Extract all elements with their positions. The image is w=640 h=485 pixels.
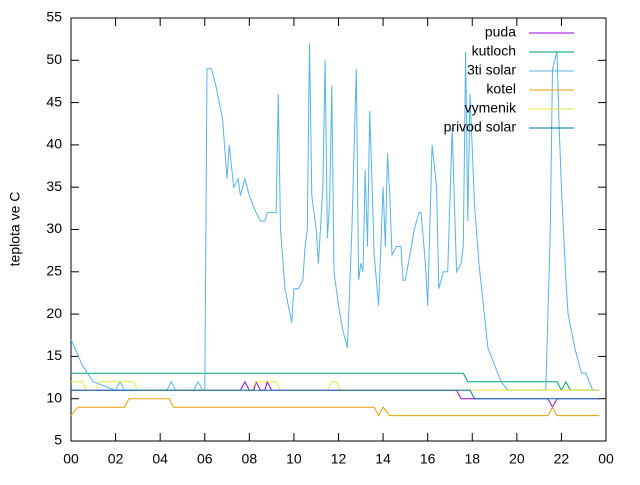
y-tick-label: 5 [54,432,62,448]
x-tick-label: 08 [242,451,258,467]
legend-label: privod solar [444,119,517,135]
x-tick-label: 00 [598,451,614,467]
y-tick-label: 50 [46,51,62,67]
x-tick-label: 10 [286,451,302,467]
y-axis-label: teplota ve C [7,192,23,267]
x-tick-label: 12 [331,451,347,467]
series-line [71,381,600,391]
series-line [70,398,600,417]
x-tick-label: 06 [197,451,213,467]
legend-label: vymenik [465,100,517,116]
y-tick-label: 40 [46,136,62,152]
x-tick-label: 02 [108,451,124,467]
y-tick-label: 45 [46,93,62,109]
legend-label: kotel [486,81,516,97]
y-tick-label: 25 [46,263,62,279]
series-line [71,380,600,409]
x-tick-label: 16 [420,451,436,467]
x-tick-label: 18 [464,451,480,467]
series-line [71,372,600,392]
legend-label: 3ti solar [467,62,516,78]
y-tick-label: 55 [46,9,62,25]
y-tick-label: 30 [46,220,62,236]
series-line [70,43,600,391]
x-tick-label: 14 [375,451,391,467]
x-tick-label: 00 [63,451,79,467]
x-tick-label: 04 [152,451,168,467]
y-tick-label: 35 [46,178,62,194]
y-tick-label: 20 [46,305,62,321]
legend-label: puda [485,24,516,40]
x-tick-label: 22 [554,451,570,467]
series-line [71,389,600,400]
y-tick-label: 15 [46,347,62,363]
legend-label: kutloch [472,43,516,59]
y-tick-label: 10 [46,389,62,405]
plot-border [70,17,607,442]
x-tick-label: 20 [509,451,525,467]
